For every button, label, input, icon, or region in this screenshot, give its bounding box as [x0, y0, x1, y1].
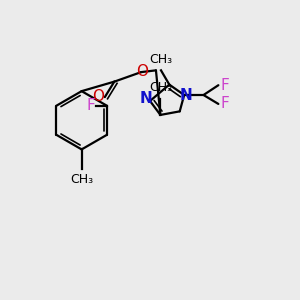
- Text: F: F: [220, 78, 229, 93]
- Text: F: F: [86, 98, 95, 113]
- Text: CH₃: CH₃: [149, 52, 172, 66]
- Text: N: N: [179, 88, 192, 104]
- Text: N: N: [140, 91, 153, 106]
- Text: F: F: [220, 96, 229, 111]
- Text: O: O: [136, 64, 148, 79]
- Text: CH₃: CH₃: [70, 173, 93, 186]
- Text: CH₃: CH₃: [149, 81, 172, 94]
- Text: O: O: [92, 89, 104, 104]
